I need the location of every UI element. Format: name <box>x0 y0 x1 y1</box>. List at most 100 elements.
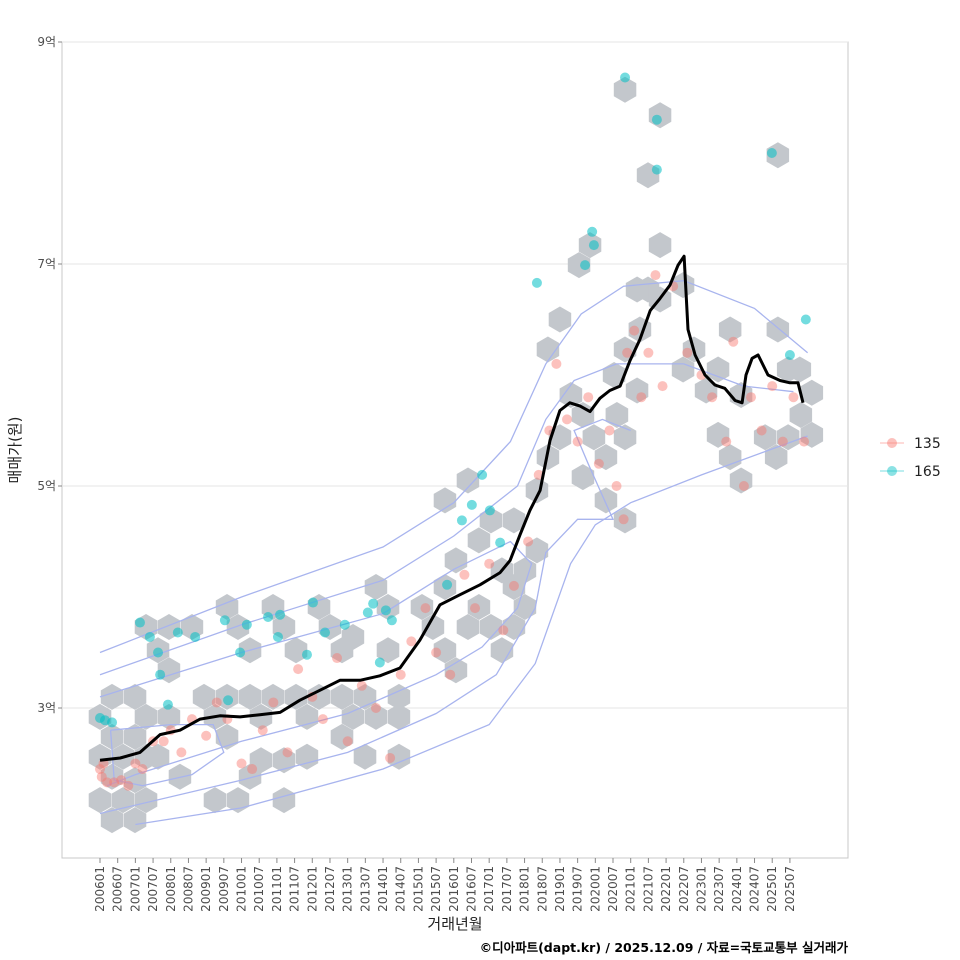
point-135 <box>484 558 495 569</box>
point-165 <box>320 627 331 638</box>
point-165 <box>219 615 230 626</box>
hexbin <box>625 377 649 404</box>
y-tick-label: 9억 <box>37 35 56 49</box>
x-tick-label: 201707 <box>500 866 514 912</box>
hexbin <box>249 703 273 730</box>
hexbin <box>284 637 308 664</box>
hexbin <box>800 421 824 448</box>
hexbin <box>548 306 572 333</box>
x-tick-label: 202401 <box>730 866 744 912</box>
hexbin <box>559 382 583 408</box>
hexbin <box>134 787 158 814</box>
hexbin <box>467 594 491 620</box>
hexbin <box>123 683 147 710</box>
point-135 <box>643 347 654 358</box>
x-tick-label: 200807 <box>181 866 195 912</box>
point-165 <box>580 260 591 271</box>
point-135 <box>777 436 788 447</box>
point-135 <box>498 625 509 636</box>
point-135 <box>636 392 647 403</box>
hexbin <box>444 657 468 684</box>
point-165 <box>241 619 252 630</box>
point-135 <box>95 764 105 775</box>
y-tick-label: 5억 <box>37 479 56 493</box>
hexbin <box>192 683 216 710</box>
x-tick-label: 202107 <box>641 866 655 912</box>
point-135 <box>96 771 107 782</box>
x-tick-label: 201401 <box>376 866 390 912</box>
hexbin <box>502 574 526 600</box>
x-tick-label: 201101 <box>270 866 284 912</box>
hexbin <box>88 743 112 770</box>
point-135 <box>385 752 396 763</box>
point-165 <box>495 537 506 548</box>
point-135 <box>158 736 169 747</box>
x-tick-label: 202307 <box>712 866 726 912</box>
point-135 <box>406 636 417 647</box>
x-axis: 200601 200607 200701 200707 200801 200807 2009… <box>93 858 797 912</box>
gridlines <box>62 41 848 709</box>
x-tick-label: 201701 <box>482 866 496 912</box>
hexbin <box>421 614 445 640</box>
point-165 <box>651 114 662 125</box>
hexbin <box>387 703 411 730</box>
hexbin <box>433 637 457 664</box>
hexbin <box>123 723 147 750</box>
point-135 <box>728 336 739 347</box>
point-165 <box>766 148 777 158</box>
point-135 <box>257 725 268 736</box>
hexbin <box>134 703 158 730</box>
point-135 <box>707 392 718 403</box>
y-tick-label: 7억 <box>37 257 56 271</box>
x-tick-label: 201801 <box>518 866 532 912</box>
x-tick-label: 202207 <box>677 866 691 912</box>
hexbin <box>123 807 147 834</box>
point-165 <box>456 515 467 526</box>
hexbin <box>571 402 595 428</box>
hexbin <box>490 637 514 664</box>
density-contour <box>109 723 225 787</box>
hexbin <box>341 703 365 730</box>
hexbin <box>753 424 777 451</box>
point-165 <box>531 277 542 288</box>
point-135 <box>332 653 343 664</box>
hexbin <box>502 507 526 534</box>
hexbin <box>341 624 365 650</box>
y-axis: 3억 5억 7억 9억 <box>37 35 62 715</box>
hexbin <box>157 703 181 730</box>
point-135 <box>562 414 573 425</box>
hexbin <box>307 683 331 710</box>
point-135 <box>618 514 629 525</box>
legend-label: 135 <box>914 436 941 452</box>
x-tick-label: 200707 <box>146 866 160 912</box>
hexbin <box>625 276 649 303</box>
x-tick-label: 200901 <box>199 866 213 912</box>
x-tick-label: 201001 <box>235 866 249 912</box>
hexbin <box>353 743 377 770</box>
point-135 <box>799 436 810 447</box>
point-135 <box>268 697 279 708</box>
hexbin <box>456 467 480 494</box>
point-135 <box>282 747 293 758</box>
hexbin <box>100 807 124 834</box>
hexbin <box>364 703 388 730</box>
hexbin <box>387 683 411 710</box>
hexbin <box>100 763 124 790</box>
hexbin <box>605 402 629 428</box>
point-135 <box>611 481 622 491</box>
density-contour <box>135 435 808 826</box>
hexbin <box>671 272 695 299</box>
hexbin <box>648 232 672 259</box>
hexbin <box>238 683 262 710</box>
point-165 <box>275 609 286 620</box>
point-165 <box>380 605 391 616</box>
x-tick-label: 201607 <box>465 866 479 912</box>
hexbin <box>525 537 549 564</box>
hexbin <box>567 252 591 279</box>
hexbin-layer <box>88 76 824 834</box>
x-tick-label: 202001 <box>588 866 602 912</box>
point-135 <box>657 381 668 392</box>
hexbin <box>613 76 637 103</box>
hexbin <box>718 444 742 471</box>
